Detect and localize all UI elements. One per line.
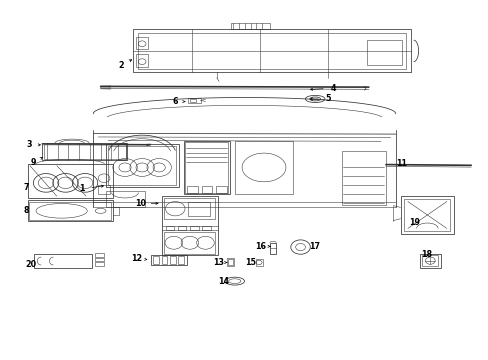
- Text: 7: 7: [24, 183, 29, 192]
- Bar: [404, 199, 449, 231]
- Bar: [95, 258, 103, 261]
- Bar: [118, 143, 126, 160]
- Bar: [186, 186, 197, 193]
- Bar: [366, 40, 401, 65]
- Text: 18: 18: [420, 250, 431, 259]
- Text: 19: 19: [408, 218, 419, 227]
- Bar: [189, 99, 195, 102]
- Text: 3: 3: [26, 140, 32, 149]
- Text: 11: 11: [396, 159, 407, 168]
- Bar: [27, 201, 113, 221]
- Bar: [255, 259, 263, 266]
- Text: 16: 16: [255, 242, 265, 251]
- Bar: [400, 196, 453, 234]
- Text: 14: 14: [218, 276, 229, 285]
- Bar: [151, 255, 187, 265]
- Bar: [419, 253, 440, 268]
- Text: 8: 8: [24, 206, 29, 215]
- Polygon shape: [101, 86, 110, 89]
- Bar: [95, 253, 103, 257]
- Bar: [422, 255, 437, 266]
- Bar: [108, 146, 176, 185]
- Bar: [178, 256, 183, 264]
- Bar: [27, 164, 113, 198]
- Bar: [341, 151, 385, 205]
- Bar: [95, 262, 103, 266]
- Text: 20: 20: [26, 260, 37, 269]
- Bar: [230, 23, 269, 30]
- Bar: [188, 98, 200, 103]
- Bar: [136, 54, 148, 67]
- Bar: [98, 185, 110, 194]
- Bar: [42, 143, 127, 160]
- Bar: [136, 37, 148, 49]
- Bar: [177, 226, 186, 230]
- Bar: [184, 141, 228, 193]
- Bar: [161, 256, 167, 264]
- Bar: [202, 226, 210, 230]
- Text: 15: 15: [245, 258, 256, 267]
- Text: 6: 6: [172, 96, 178, 105]
- Text: 4: 4: [330, 84, 335, 93]
- Bar: [189, 226, 198, 230]
- Bar: [133, 30, 410, 72]
- Bar: [227, 258, 233, 266]
- Text: 12: 12: [130, 255, 142, 264]
- Bar: [105, 191, 144, 207]
- Text: 13: 13: [213, 258, 224, 267]
- Bar: [188, 202, 210, 216]
- Bar: [169, 256, 175, 264]
- Bar: [163, 232, 215, 253]
- Bar: [234, 140, 293, 194]
- Polygon shape: [147, 144, 151, 145]
- Bar: [105, 144, 178, 187]
- Bar: [183, 140, 229, 194]
- Text: 5: 5: [325, 94, 330, 103]
- Text: 17: 17: [308, 242, 319, 251]
- Bar: [165, 226, 174, 230]
- Bar: [153, 256, 159, 264]
- Bar: [161, 196, 217, 255]
- Bar: [228, 259, 232, 265]
- Bar: [29, 202, 111, 220]
- Text: 1: 1: [79, 184, 85, 193]
- Text: 2: 2: [119, 61, 124, 70]
- Bar: [269, 243, 276, 253]
- Bar: [216, 186, 226, 193]
- Bar: [201, 186, 212, 193]
- Bar: [43, 144, 126, 159]
- Text: 10: 10: [135, 199, 146, 208]
- Bar: [163, 198, 215, 220]
- Bar: [138, 33, 406, 69]
- Bar: [34, 254, 92, 268]
- Text: 9: 9: [31, 158, 37, 167]
